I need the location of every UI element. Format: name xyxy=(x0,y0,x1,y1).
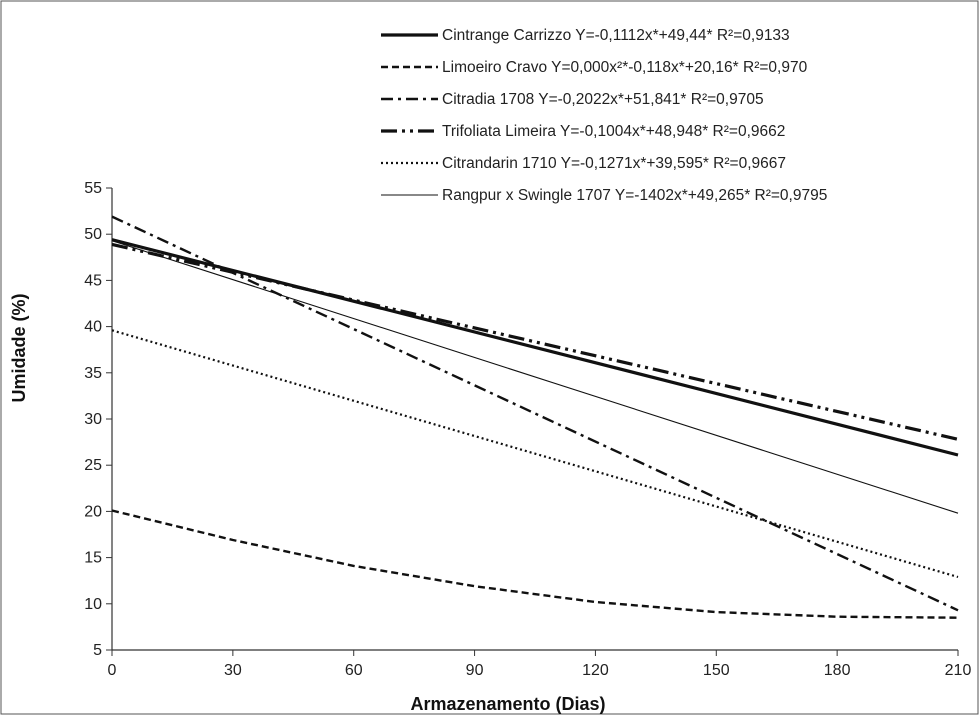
y-tick-label: 25 xyxy=(84,457,102,474)
series-line-5 xyxy=(111,240,959,514)
y-tick-label: 5 xyxy=(93,642,102,659)
series-line-0 xyxy=(111,238,959,457)
x-tick-label: 120 xyxy=(582,662,609,679)
y-tick-label: 35 xyxy=(84,365,102,382)
series-line-2 xyxy=(111,215,959,612)
x-tick-label: 0 xyxy=(108,662,117,679)
legend-label-1: Limoeiro Cravo Y=0,000x²*-0,118x*+20,16*… xyxy=(442,59,808,76)
legend-label-5: Rangpur x Swingle 1707 Y=-1402x*+49,265*… xyxy=(442,187,827,204)
y-axis-title: Umidade (%) xyxy=(9,293,29,402)
x-tick-label: 90 xyxy=(466,662,484,679)
legend: Cintrange Carrizzo Y=-0,1112x*+49,44* R²… xyxy=(381,27,827,204)
x-tick-label: 180 xyxy=(824,662,851,679)
x-tick-label: 60 xyxy=(345,662,363,679)
y-tick-label: 15 xyxy=(84,550,102,567)
y-tick-label: 50 xyxy=(84,226,102,243)
series-line-1 xyxy=(111,509,959,619)
x-tick-label: 210 xyxy=(945,662,972,679)
legend-label-0: Cintrange Carrizzo Y=-0,1112x*+49,44* R²… xyxy=(442,27,790,44)
y-tick-label: 30 xyxy=(84,411,102,428)
series-layer xyxy=(111,215,959,619)
series-line-4 xyxy=(111,329,959,579)
y-tick-label: 20 xyxy=(84,503,102,520)
x-axis-title: Armazenamento (Dias) xyxy=(410,694,605,714)
legend-label-3: Trifoliata Limeira Y=-0,1004x*+48,948* R… xyxy=(442,123,785,140)
y-tick-label: 10 xyxy=(84,596,102,613)
x-tick-label: 150 xyxy=(703,662,730,679)
y-tick-label: 40 xyxy=(84,319,102,336)
axes: 5 10 15 20 25 30 35 40 45 50 55 0 30 60 90 120 150 180 210 xyxy=(84,180,971,679)
x-tick-label: 30 xyxy=(224,662,242,679)
y-tick-label: 55 xyxy=(84,180,102,197)
y-tick-label: 45 xyxy=(84,272,102,289)
legend-label-4: Citrandarin 1710 Y=-0,1271x*+39,595* R²=… xyxy=(442,155,786,172)
legend-label-2: Citradia 1708 Y=-0,2022x*+51,841* R²=0,9… xyxy=(442,91,764,108)
